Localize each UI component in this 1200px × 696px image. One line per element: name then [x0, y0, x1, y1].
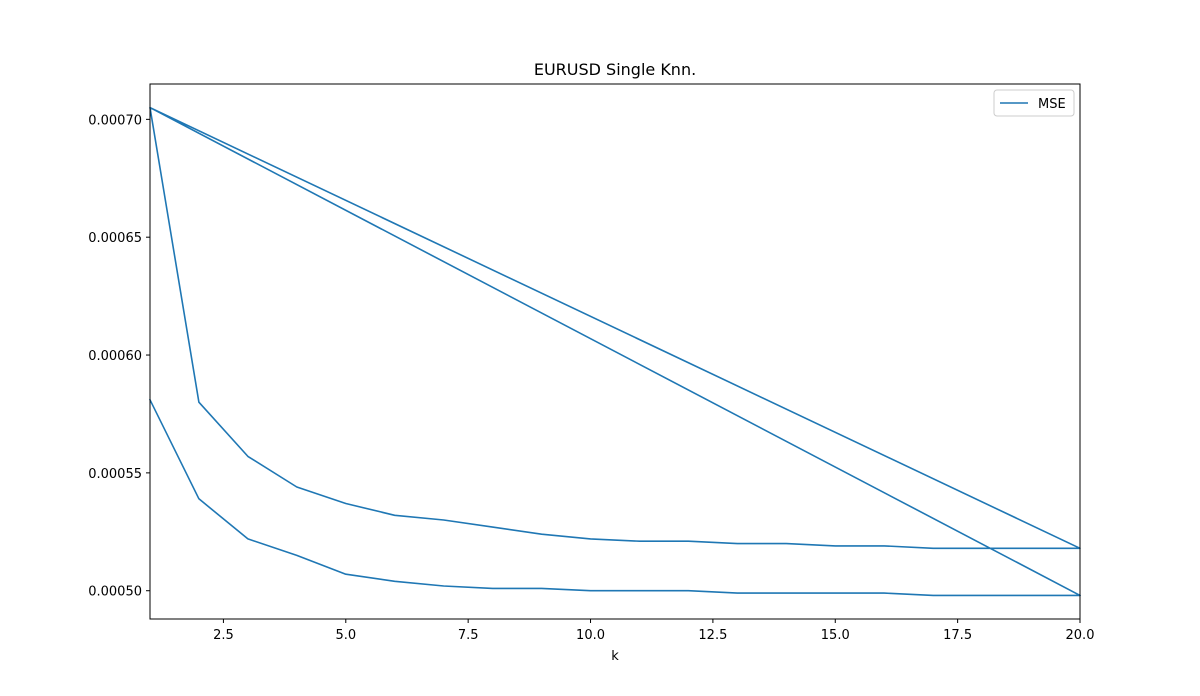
legend-label: MSE: [1038, 97, 1066, 112]
y-tick-label: 0.00050: [88, 585, 142, 600]
x-tick-label: 2.5: [213, 628, 234, 643]
chart-title: EURUSD Single Knn.: [534, 60, 696, 79]
legend: MSE: [993, 89, 1075, 117]
x-tick-label: 12.5: [698, 628, 727, 643]
x-tick-label: 15.0: [821, 628, 850, 643]
x-tick-label: 17.5: [943, 628, 972, 643]
x-axis-label: k: [611, 649, 619, 664]
plot-area: 2.5 5.0 7.5 10.0 12.5 15.0 17.5 20.0 0.00050 0.00…: [88, 83, 1095, 643]
y-tick-label: 0.00070: [88, 113, 142, 128]
series-line-0: [148, 106, 1082, 597]
plot-frame: [149, 83, 1081, 620]
y-tick-label: 0.00065: [88, 231, 142, 246]
legend-box: [993, 89, 1075, 117]
y-tick-label: 0.00055: [88, 467, 142, 482]
y-tick-label: 0.00060: [88, 349, 142, 364]
x-tick-label: 20.0: [1066, 628, 1095, 643]
x-tick-label: 5.0: [335, 628, 356, 643]
x-tick-label: 10.0: [576, 628, 605, 643]
x-tick-label: 7.5: [458, 628, 479, 643]
